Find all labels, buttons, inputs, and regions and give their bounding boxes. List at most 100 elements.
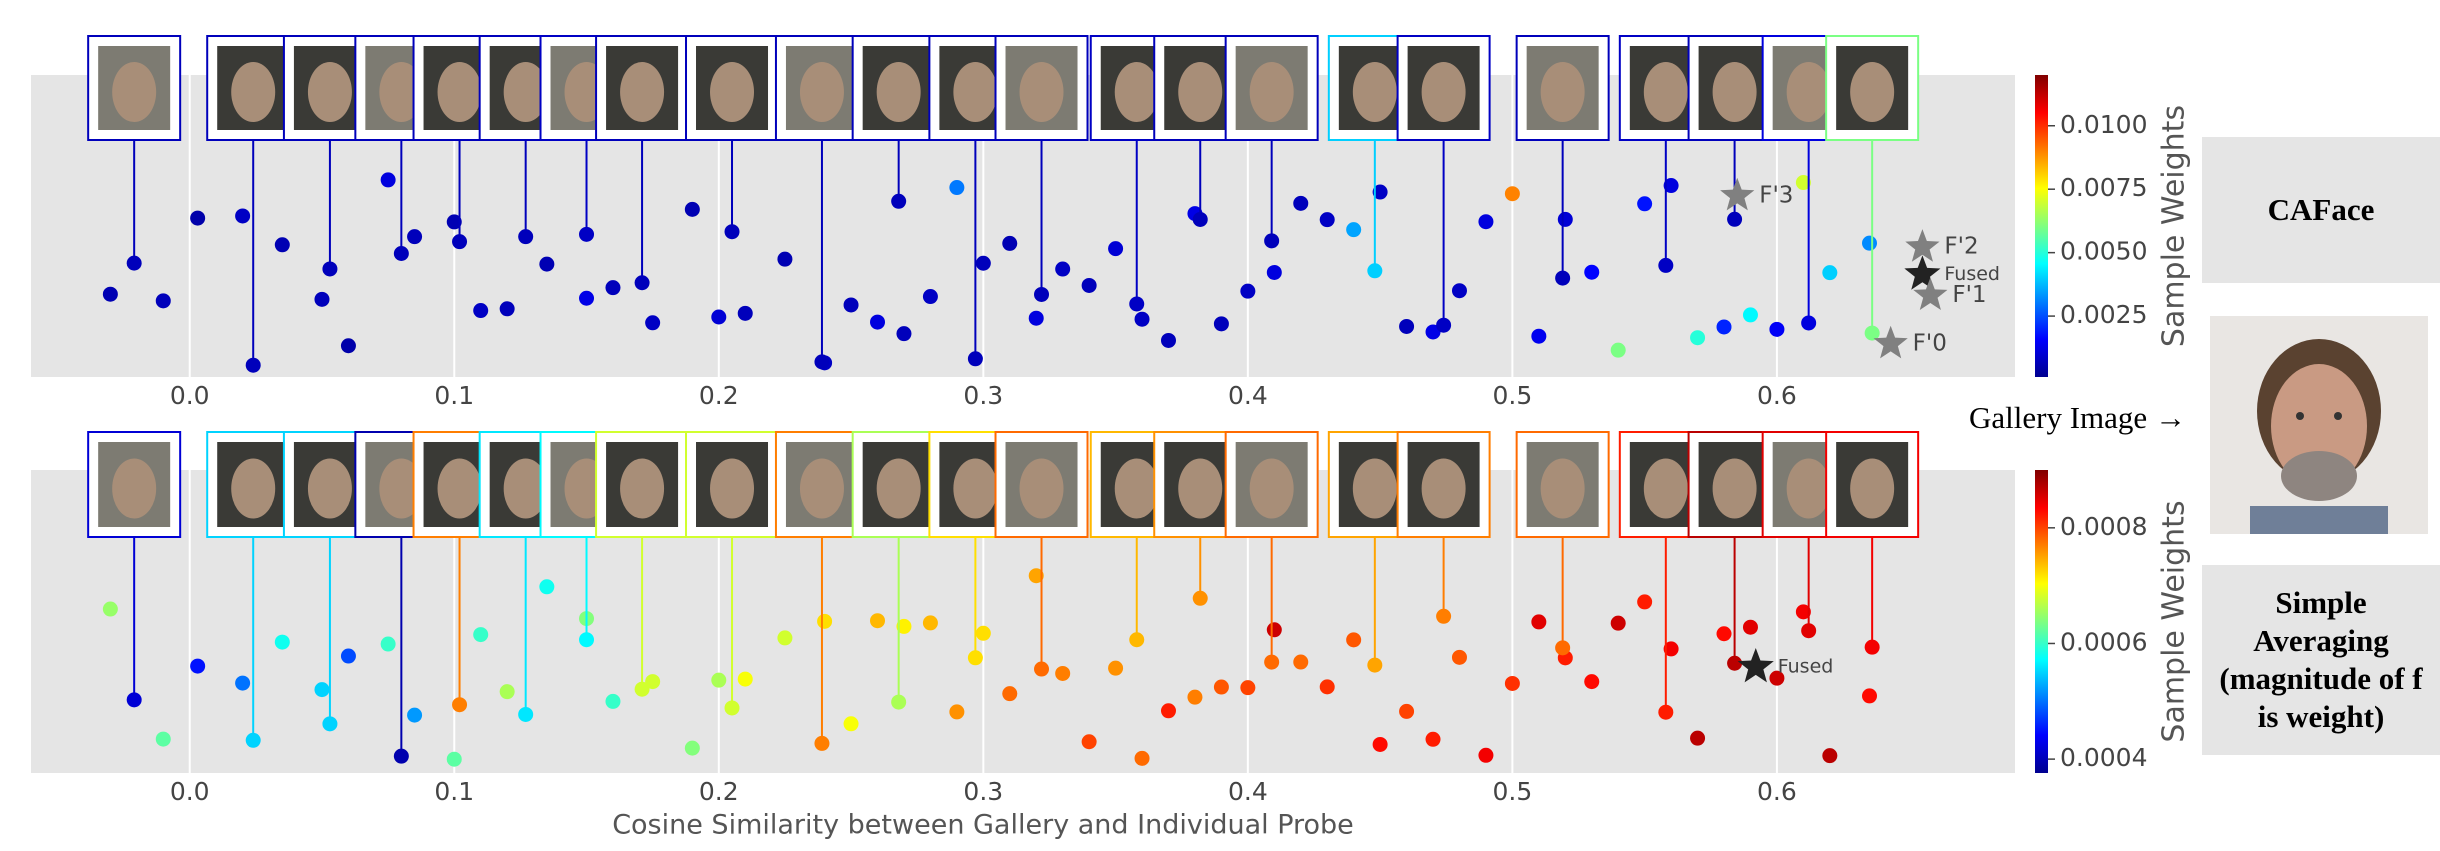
thumbnail-face xyxy=(620,62,665,122)
point xyxy=(870,314,886,330)
thumbnail-face xyxy=(799,458,844,519)
thumbnail-face xyxy=(620,458,665,519)
colorbar xyxy=(2035,470,2048,773)
thumbnail-face xyxy=(1249,458,1294,519)
fused-star xyxy=(1737,647,1774,683)
point xyxy=(1716,626,1732,642)
point xyxy=(645,674,661,690)
point xyxy=(1822,748,1838,764)
probe-point xyxy=(322,716,338,732)
thumbnail-face xyxy=(799,62,844,122)
point xyxy=(1478,214,1494,230)
probe-point xyxy=(452,234,468,250)
probe-point xyxy=(1801,623,1817,639)
point xyxy=(155,731,171,747)
probe-point xyxy=(634,275,650,291)
thumbnail-face xyxy=(437,62,482,122)
point xyxy=(949,180,965,196)
probe-point xyxy=(1192,211,1208,227)
point xyxy=(711,672,727,688)
thumbnail-face xyxy=(1352,62,1397,122)
colorbar-tick-label: 0.0100 xyxy=(2060,110,2147,139)
probe-point xyxy=(1555,270,1571,286)
point xyxy=(1557,211,1573,227)
probe-point xyxy=(1555,640,1571,656)
point xyxy=(1028,310,1044,326)
point xyxy=(1663,641,1679,657)
point xyxy=(1451,649,1467,665)
point xyxy=(314,291,330,307)
point xyxy=(1862,688,1878,704)
fused-star xyxy=(1913,277,1948,311)
point xyxy=(1822,265,1838,281)
probe-point xyxy=(1129,632,1145,648)
point xyxy=(1769,321,1785,337)
probe-point xyxy=(126,255,142,271)
point xyxy=(1690,330,1706,346)
colorbar xyxy=(2035,75,2048,377)
point xyxy=(1160,332,1176,348)
point xyxy=(1187,689,1203,705)
thumbnail-face xyxy=(876,458,921,519)
thumbnail-face xyxy=(379,458,424,519)
point xyxy=(1425,731,1441,747)
point xyxy=(380,172,396,188)
thumbnail-face xyxy=(1114,62,1159,122)
point xyxy=(922,289,938,305)
probe-point xyxy=(1034,286,1050,302)
x-axis-label: Cosine Similarity between Gallery and In… xyxy=(612,810,1354,841)
star-label: Fused xyxy=(1944,263,2000,285)
probe-point xyxy=(1367,263,1383,279)
thumbnail-face xyxy=(112,62,157,122)
point xyxy=(1134,311,1150,327)
x-tick-label: 0.5 xyxy=(1493,381,1533,410)
fused-star xyxy=(1905,229,1940,262)
point xyxy=(579,290,595,306)
thumbnail-face xyxy=(1114,458,1159,519)
point xyxy=(407,707,423,723)
star-label: Fused xyxy=(1778,655,1834,677)
colorbar-label: Sample Weights xyxy=(2157,105,2192,347)
thumbnail-face xyxy=(1178,62,1223,122)
probe-point xyxy=(1192,590,1208,606)
thumbnail-face xyxy=(1850,62,1895,122)
thumbnail-face xyxy=(112,458,157,519)
point xyxy=(684,201,700,217)
point xyxy=(777,251,793,267)
probe-point xyxy=(1864,325,1880,341)
probe-point xyxy=(245,357,261,373)
probe-point xyxy=(724,700,740,716)
point xyxy=(870,613,886,629)
thumbnail-face xyxy=(307,62,352,122)
colorbar-tick-label: 0.0006 xyxy=(2060,627,2147,656)
thumbnail-face xyxy=(1421,458,1466,519)
point xyxy=(1637,594,1653,610)
thumbnail-face xyxy=(710,62,755,122)
point xyxy=(1769,670,1785,686)
x-tick-label: 0.5 xyxy=(1493,777,1533,806)
colorbar-tick-label: 0.0025 xyxy=(2060,300,2147,329)
point xyxy=(645,315,661,331)
point xyxy=(1108,241,1124,257)
probe-point xyxy=(1658,257,1674,273)
point xyxy=(539,256,555,272)
star-label: F'0 xyxy=(1913,330,1947,356)
thumbnail-face xyxy=(437,458,482,519)
point xyxy=(1531,614,1547,630)
point xyxy=(1134,750,1150,766)
colorbar-tick-label: 0.0050 xyxy=(2060,237,2147,266)
probe-point xyxy=(322,261,338,277)
x-tick-label: 0.6 xyxy=(1757,381,1797,410)
probe-point xyxy=(126,692,142,708)
colorbar-tick-label: 0.0004 xyxy=(2060,743,2147,772)
point xyxy=(235,675,251,691)
point xyxy=(1160,703,1176,719)
x-tick-label: 0.1 xyxy=(434,381,474,410)
point xyxy=(777,630,793,646)
point xyxy=(1716,319,1732,335)
star-label: F'3 xyxy=(1759,182,1793,208)
point xyxy=(1504,675,1520,691)
point xyxy=(1637,196,1653,212)
thumbnail-face xyxy=(1786,62,1831,122)
